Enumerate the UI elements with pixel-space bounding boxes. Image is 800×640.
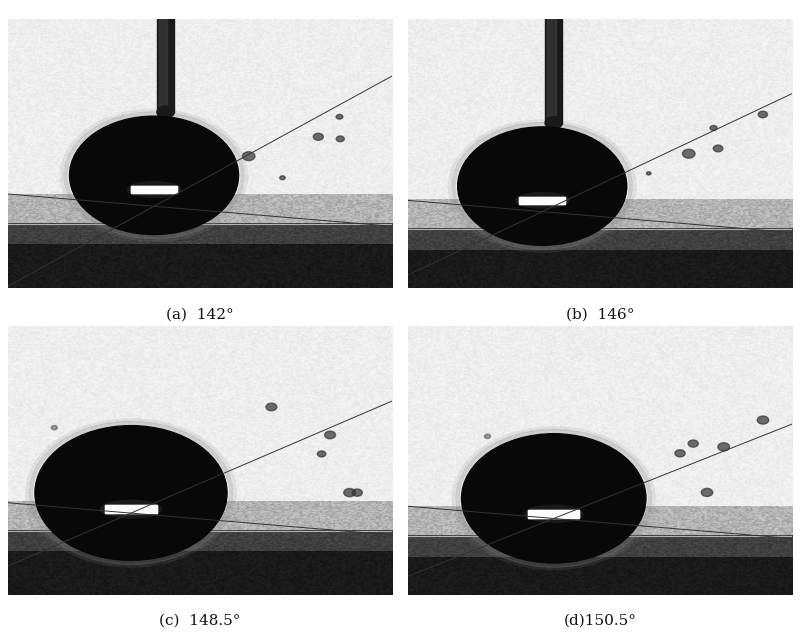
Ellipse shape (525, 505, 583, 522)
Circle shape (702, 488, 713, 497)
Circle shape (157, 106, 174, 118)
Text: (b)  146°: (b) 146° (566, 307, 634, 321)
Circle shape (280, 176, 285, 180)
Circle shape (352, 489, 362, 496)
Circle shape (485, 434, 490, 438)
Circle shape (325, 431, 335, 439)
Bar (519, 196, 566, 204)
Bar (519, 196, 566, 204)
Circle shape (462, 434, 646, 563)
Text: (c)  148.5°: (c) 148.5° (159, 614, 241, 628)
Circle shape (314, 133, 323, 140)
Text: (d)150.5°: (d)150.5° (563, 614, 636, 628)
Circle shape (682, 149, 695, 158)
Bar (528, 510, 579, 518)
Bar (130, 186, 178, 193)
Bar (547, 19, 556, 124)
Circle shape (336, 136, 344, 141)
Circle shape (344, 488, 355, 497)
Circle shape (710, 125, 717, 131)
Ellipse shape (515, 193, 569, 208)
Circle shape (646, 172, 651, 175)
Circle shape (758, 111, 767, 118)
Circle shape (545, 116, 562, 129)
Bar (105, 505, 158, 513)
Circle shape (266, 403, 277, 411)
Circle shape (336, 115, 343, 119)
Bar (105, 505, 158, 513)
Circle shape (688, 440, 698, 447)
Circle shape (758, 416, 769, 424)
Bar (130, 186, 178, 193)
Circle shape (675, 450, 685, 457)
Circle shape (51, 426, 58, 430)
Circle shape (242, 152, 255, 161)
Ellipse shape (101, 500, 162, 518)
Circle shape (458, 127, 626, 245)
Circle shape (35, 426, 227, 560)
Ellipse shape (127, 182, 181, 197)
Circle shape (70, 116, 238, 234)
Bar (157, 19, 174, 113)
Circle shape (718, 443, 730, 451)
Circle shape (714, 145, 723, 152)
Bar (528, 510, 579, 518)
Circle shape (318, 451, 326, 457)
Text: (a)  142°: (a) 142° (166, 307, 234, 321)
Bar (159, 19, 167, 113)
Bar (545, 19, 562, 124)
